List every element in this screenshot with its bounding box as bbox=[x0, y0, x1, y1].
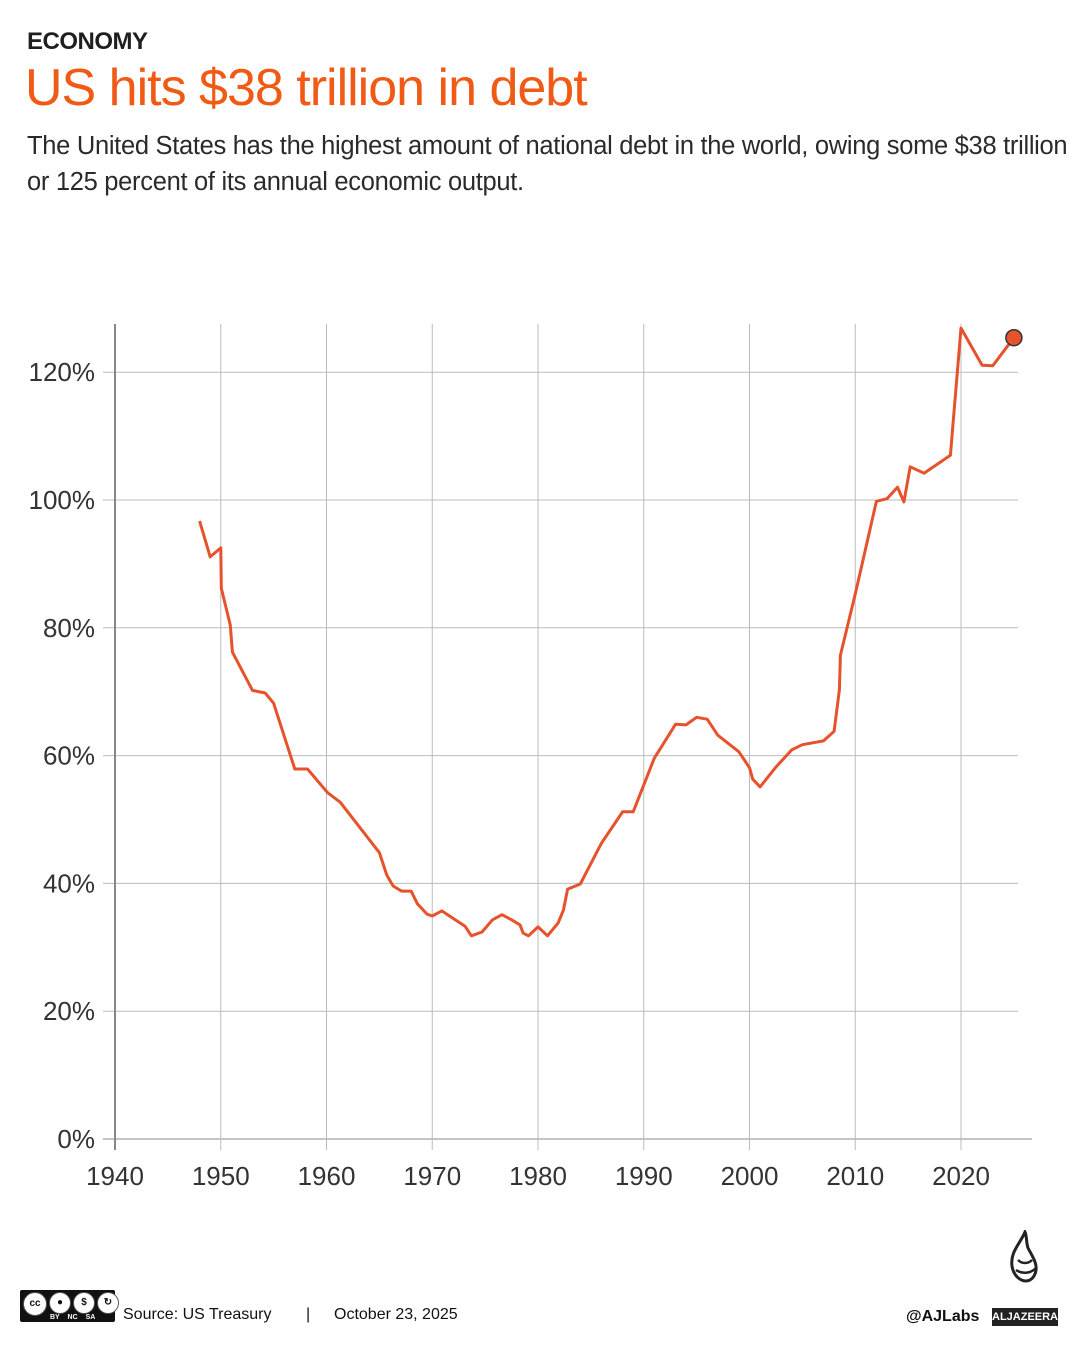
debt-series-line bbox=[198, 326, 1016, 938]
y-tick-label: 20% bbox=[43, 996, 95, 1026]
y-tick-label: 100% bbox=[29, 485, 96, 515]
x-axis-ticks: 1940 1950 1960 1970 1980 1990 2000 2010 2020 bbox=[86, 1161, 990, 1191]
y-axis-ticks: 0% 20% 40% 60% 80% 100% 120% bbox=[29, 357, 96, 1154]
series bbox=[198, 326, 1023, 938]
latest-point-marker[interactable] bbox=[1005, 328, 1023, 347]
x-tick-label: 2000 bbox=[721, 1161, 779, 1191]
x-tick-label: 1960 bbox=[298, 1161, 356, 1191]
by-icon: ● bbox=[49, 1292, 71, 1314]
cc-icon: cc bbox=[23, 1292, 47, 1316]
footer: cc ● $ ↻ BY NC SA Source: US Treasury | Oct… bbox=[0, 1290, 1080, 1330]
source-text: Source: US Treasury bbox=[123, 1306, 272, 1323]
y-tick-label: 40% bbox=[43, 868, 95, 898]
x-tick-label: 2020 bbox=[932, 1161, 990, 1191]
x-tick-label: 1980 bbox=[509, 1161, 567, 1191]
aljazeera-logo-icon bbox=[1010, 1230, 1038, 1283]
x-tick-label: 1950 bbox=[192, 1161, 250, 1191]
x-tick-label: 2010 bbox=[826, 1161, 884, 1191]
aljazeera-wordmark: ALJAZEERA bbox=[992, 1308, 1058, 1326]
x-tick-label: 1940 bbox=[86, 1161, 144, 1191]
page-subtitle: The United States has the highest amount… bbox=[27, 132, 1068, 196]
y-tick-label: 120% bbox=[29, 357, 96, 387]
nc-icon: $ bbox=[73, 1292, 95, 1314]
separator: | bbox=[306, 1306, 311, 1323]
grid bbox=[103, 324, 1032, 1150]
license-tags: BY NC SA bbox=[50, 1314, 96, 1321]
x-tick-label: 1990 bbox=[615, 1161, 673, 1191]
debt-line-chart: 0%20%40%60%80%100%120% 1940 1950 1960 1970 1… bbox=[29, 324, 1032, 1191]
sa-icon: ↻ bbox=[97, 1292, 119, 1314]
ajlabs-handle[interactable]: @AJLabs bbox=[906, 1308, 980, 1325]
y-tick-label: 80% bbox=[43, 613, 95, 643]
cc-license-icon[interactable]: cc ● $ ↻ BY NC SA bbox=[20, 1290, 119, 1322]
section-kicker: ECONOMY bbox=[27, 28, 148, 55]
y-tick-label: 60% bbox=[43, 741, 95, 771]
date-text: October 23, 2025 bbox=[334, 1306, 458, 1323]
page-title: US hits $38 trillion in debt bbox=[25, 59, 588, 117]
y-tick-label: 0% bbox=[57, 1124, 95, 1154]
x-tick-label: 1970 bbox=[403, 1161, 461, 1191]
